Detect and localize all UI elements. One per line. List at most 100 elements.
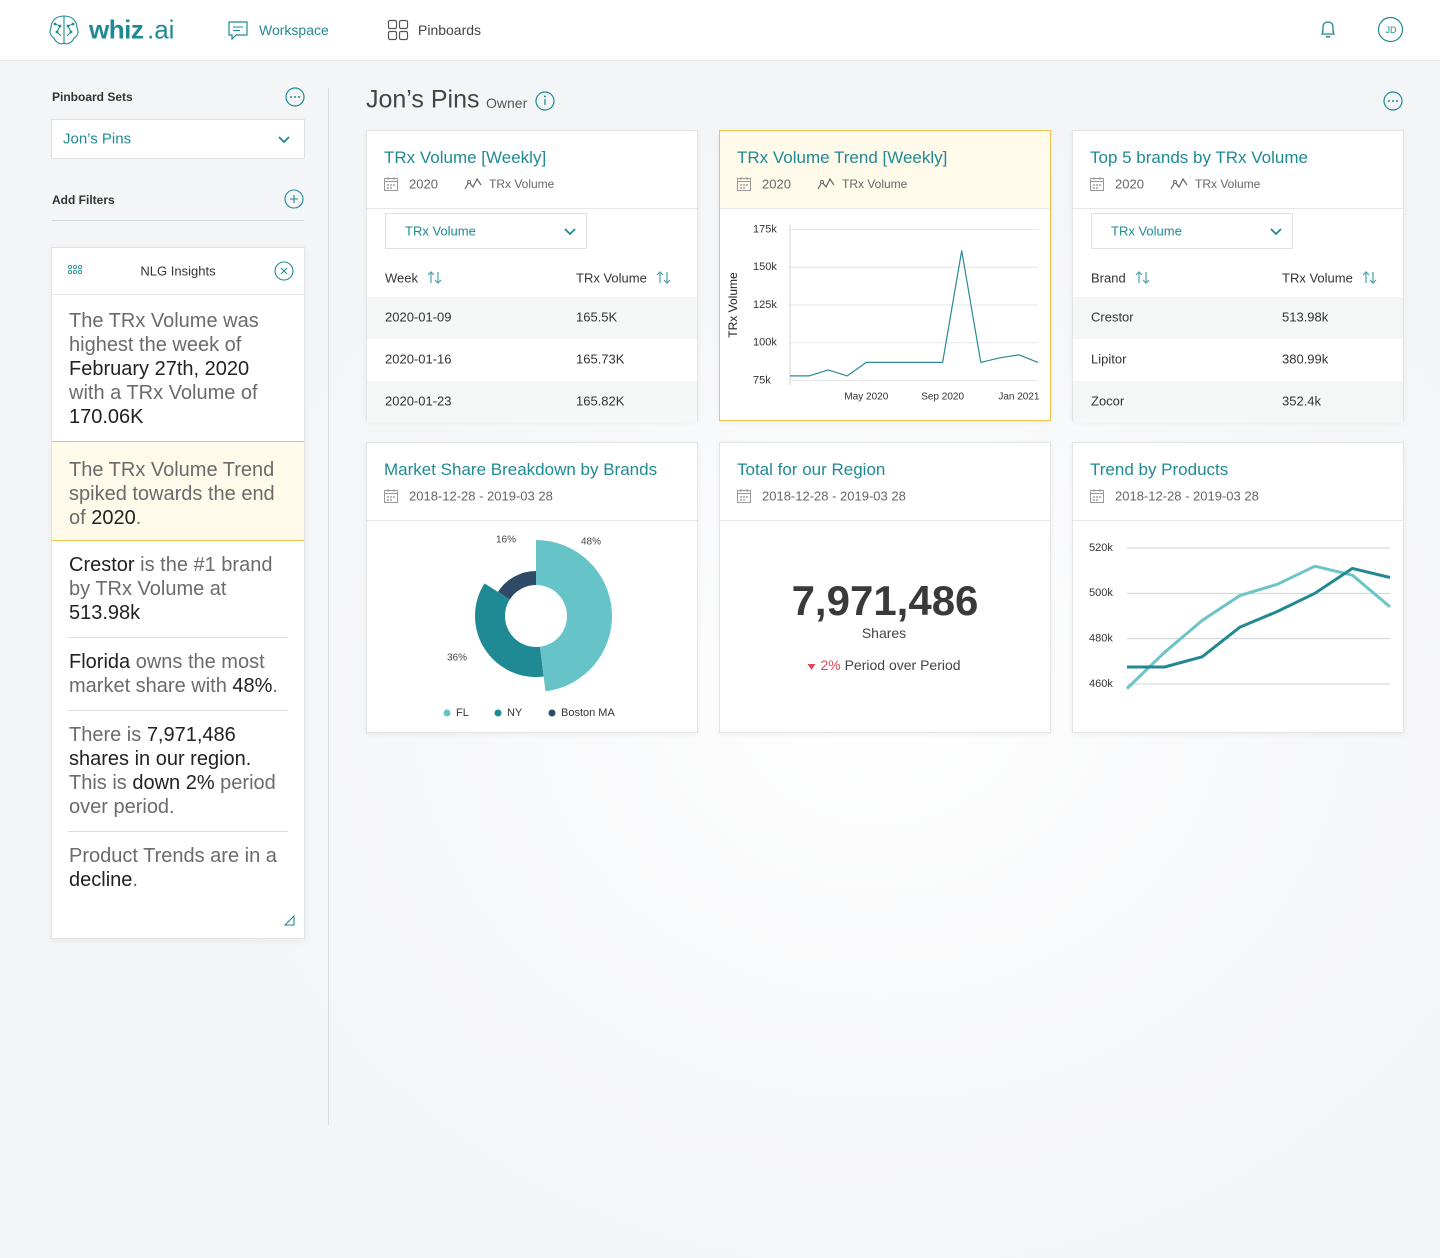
- kpi-change: 2% Period over Period: [807, 657, 961, 673]
- table-row: [1073, 381, 1403, 423]
- panel-header-divider: [52, 294, 304, 295]
- insight-segment: decline: [69, 869, 133, 891]
- pinboards-icon[interactable]: [387, 19, 409, 41]
- bell-icon[interactable]: [1319, 20, 1337, 40]
- measure-icon: [464, 177, 482, 190]
- card-period: 2018-12-28 - 2019-03 28: [762, 488, 906, 504]
- add-icon[interactable]: [284, 189, 304, 209]
- insight-segment: .: [272, 675, 278, 697]
- insight-segment: with a TRx Volume of: [69, 382, 258, 404]
- insights-title: NLG Insights: [140, 263, 216, 279]
- insight-segment: February 27th, 2020: [69, 358, 250, 380]
- card-title: Top 5 brands by TRx Volume: [1090, 148, 1308, 167]
- card-title: Total for our Region: [737, 460, 886, 479]
- calendar-icon: [1090, 177, 1104, 191]
- insight-segment: 48%: [232, 675, 273, 697]
- insight-text: Crestor is the #1 brand by TRx Volume at…: [69, 553, 287, 625]
- logo-mark: [49, 15, 79, 45]
- table-cell: 165.82K: [576, 393, 625, 409]
- table-cell: 2020-01-23: [385, 393, 452, 409]
- workspace-icon[interactable]: [228, 21, 248, 41]
- info-icon[interactable]: [535, 91, 555, 111]
- sort-icon[interactable]: [656, 271, 671, 284]
- insight: Crestor is the #1 brand by TRx Volume at…: [52, 541, 304, 638]
- card-period: 2018-12-28 - 2019-03 28: [1115, 488, 1259, 504]
- page-title: Jon’s Pins: [366, 85, 480, 114]
- dropdown-value: TRx Volume: [1111, 223, 1182, 239]
- calendar-icon: [737, 489, 751, 503]
- insight-body: There is 7,971,486 shares in our region.…: [68, 711, 288, 832]
- set-select[interactable]: [51, 119, 305, 159]
- column-header: Brand: [1091, 270, 1126, 286]
- calendar-icon: [737, 177, 751, 191]
- insight-segment: 513.98k: [69, 602, 141, 624]
- calendar-icon: [384, 489, 398, 503]
- insight-text: The TRx Volume was highest the week of F…: [69, 309, 287, 429]
- insight-segment: .: [132, 869, 138, 891]
- nav-item: Workspace: [259, 22, 329, 38]
- insight-segment: This is: [69, 772, 133, 794]
- table-cell: 2020-01-16: [385, 351, 452, 367]
- table-row: [1073, 297, 1403, 339]
- card-measure: TRx Volume: [1195, 177, 1261, 191]
- insights-panel: NLG Insights The TRx Volume was highest t…: [51, 247, 305, 939]
- card: Market Share Breakdown by Brands 2018-12-…: [366, 442, 698, 733]
- sort-icon[interactable]: [1362, 271, 1377, 284]
- dropdown[interactable]: [385, 213, 587, 249]
- table-cell: 165.73K: [576, 351, 625, 367]
- card-title: Trend by Products: [1090, 460, 1229, 479]
- card-header: [1073, 131, 1403, 209]
- close-icon[interactable]: [274, 261, 294, 281]
- avatar-initials: JD: [1385, 25, 1397, 35]
- resize-icon: [283, 914, 295, 926]
- kpi-change-value: 2%: [820, 657, 841, 673]
- card-title: TRx Volume [Weekly]: [384, 148, 547, 167]
- add-filters-label: Add Filters: [52, 193, 115, 207]
- nav-item: Pinboards: [418, 22, 482, 38]
- card-period: 2018-12-28 - 2019-03 28: [409, 488, 553, 504]
- more-icon[interactable]: [285, 87, 305, 107]
- insight-segment: The TRx Volume Trend spiked towards the …: [69, 459, 275, 529]
- insights-icon: [67, 264, 83, 275]
- card-period: 2020: [762, 176, 791, 192]
- dropdown-value: TRx Volume: [405, 223, 476, 239]
- insight-segment: 170.06K: [69, 406, 144, 428]
- card-title: Market Share Breakdown by Brands: [384, 460, 658, 479]
- card-period: 2020: [409, 176, 438, 192]
- insight-segment: period over period.: [69, 772, 276, 818]
- dropdown[interactable]: [1091, 213, 1293, 249]
- insight-segment: 7,971,486 shares in our region.: [69, 724, 252, 770]
- insight-segment: is the #1 brand by TRx Volume at: [69, 554, 273, 600]
- card-measure: TRx Volume: [842, 177, 908, 191]
- avatar-ring[interactable]: [1377, 16, 1404, 43]
- insight: Florida owns the most market share with …: [52, 638, 304, 711]
- pinboard-sets-label: Pinboard Sets: [52, 90, 133, 104]
- card-header: [720, 131, 1050, 209]
- table-cell: 2020-01-09: [385, 309, 452, 325]
- table-cell: 513.98k: [1282, 309, 1329, 325]
- table-row: [367, 297, 697, 339]
- chevron: [1270, 228, 1282, 236]
- chevron: [564, 228, 576, 236]
- card-header: [367, 443, 697, 521]
- insight-segment: 2020: [91, 507, 136, 529]
- card: Top 5 brands by TRx Volume 2020 TRx Volume…: [1072, 130, 1404, 423]
- column-header: Week: [385, 270, 418, 286]
- insight-text: The TRx Volume Trend spiked towards the …: [69, 458, 287, 530]
- insight: Product Trends are in a decline.: [52, 832, 304, 904]
- table-cell: 165.5K: [576, 309, 618, 325]
- card: TRx Volume Trend [Weekly] 2020 TRx Volume: [719, 130, 1051, 421]
- table-cell: 352.4k: [1282, 393, 1322, 409]
- table-row: [367, 381, 697, 423]
- kpi-unit: Shares: [861, 625, 907, 641]
- insight-segment: Product Trends are in a: [69, 845, 277, 867]
- more-icon[interactable]: [1383, 91, 1403, 111]
- card: Trend by Products 2018-12-28 - 2019-03 28: [1072, 442, 1404, 733]
- sort-icon[interactable]: [427, 271, 442, 284]
- column-header: TRx Volume: [1282, 270, 1353, 286]
- measure-icon: [1170, 177, 1188, 190]
- insights-list: The TRx Volume was highest the week of F…: [52, 295, 304, 904]
- sort-icon[interactable]: [1135, 271, 1150, 284]
- insight-text: Florida owns the most market share with …: [69, 650, 287, 698]
- insight-body: Crestor is the #1 brand by TRx Volume at…: [68, 541, 288, 638]
